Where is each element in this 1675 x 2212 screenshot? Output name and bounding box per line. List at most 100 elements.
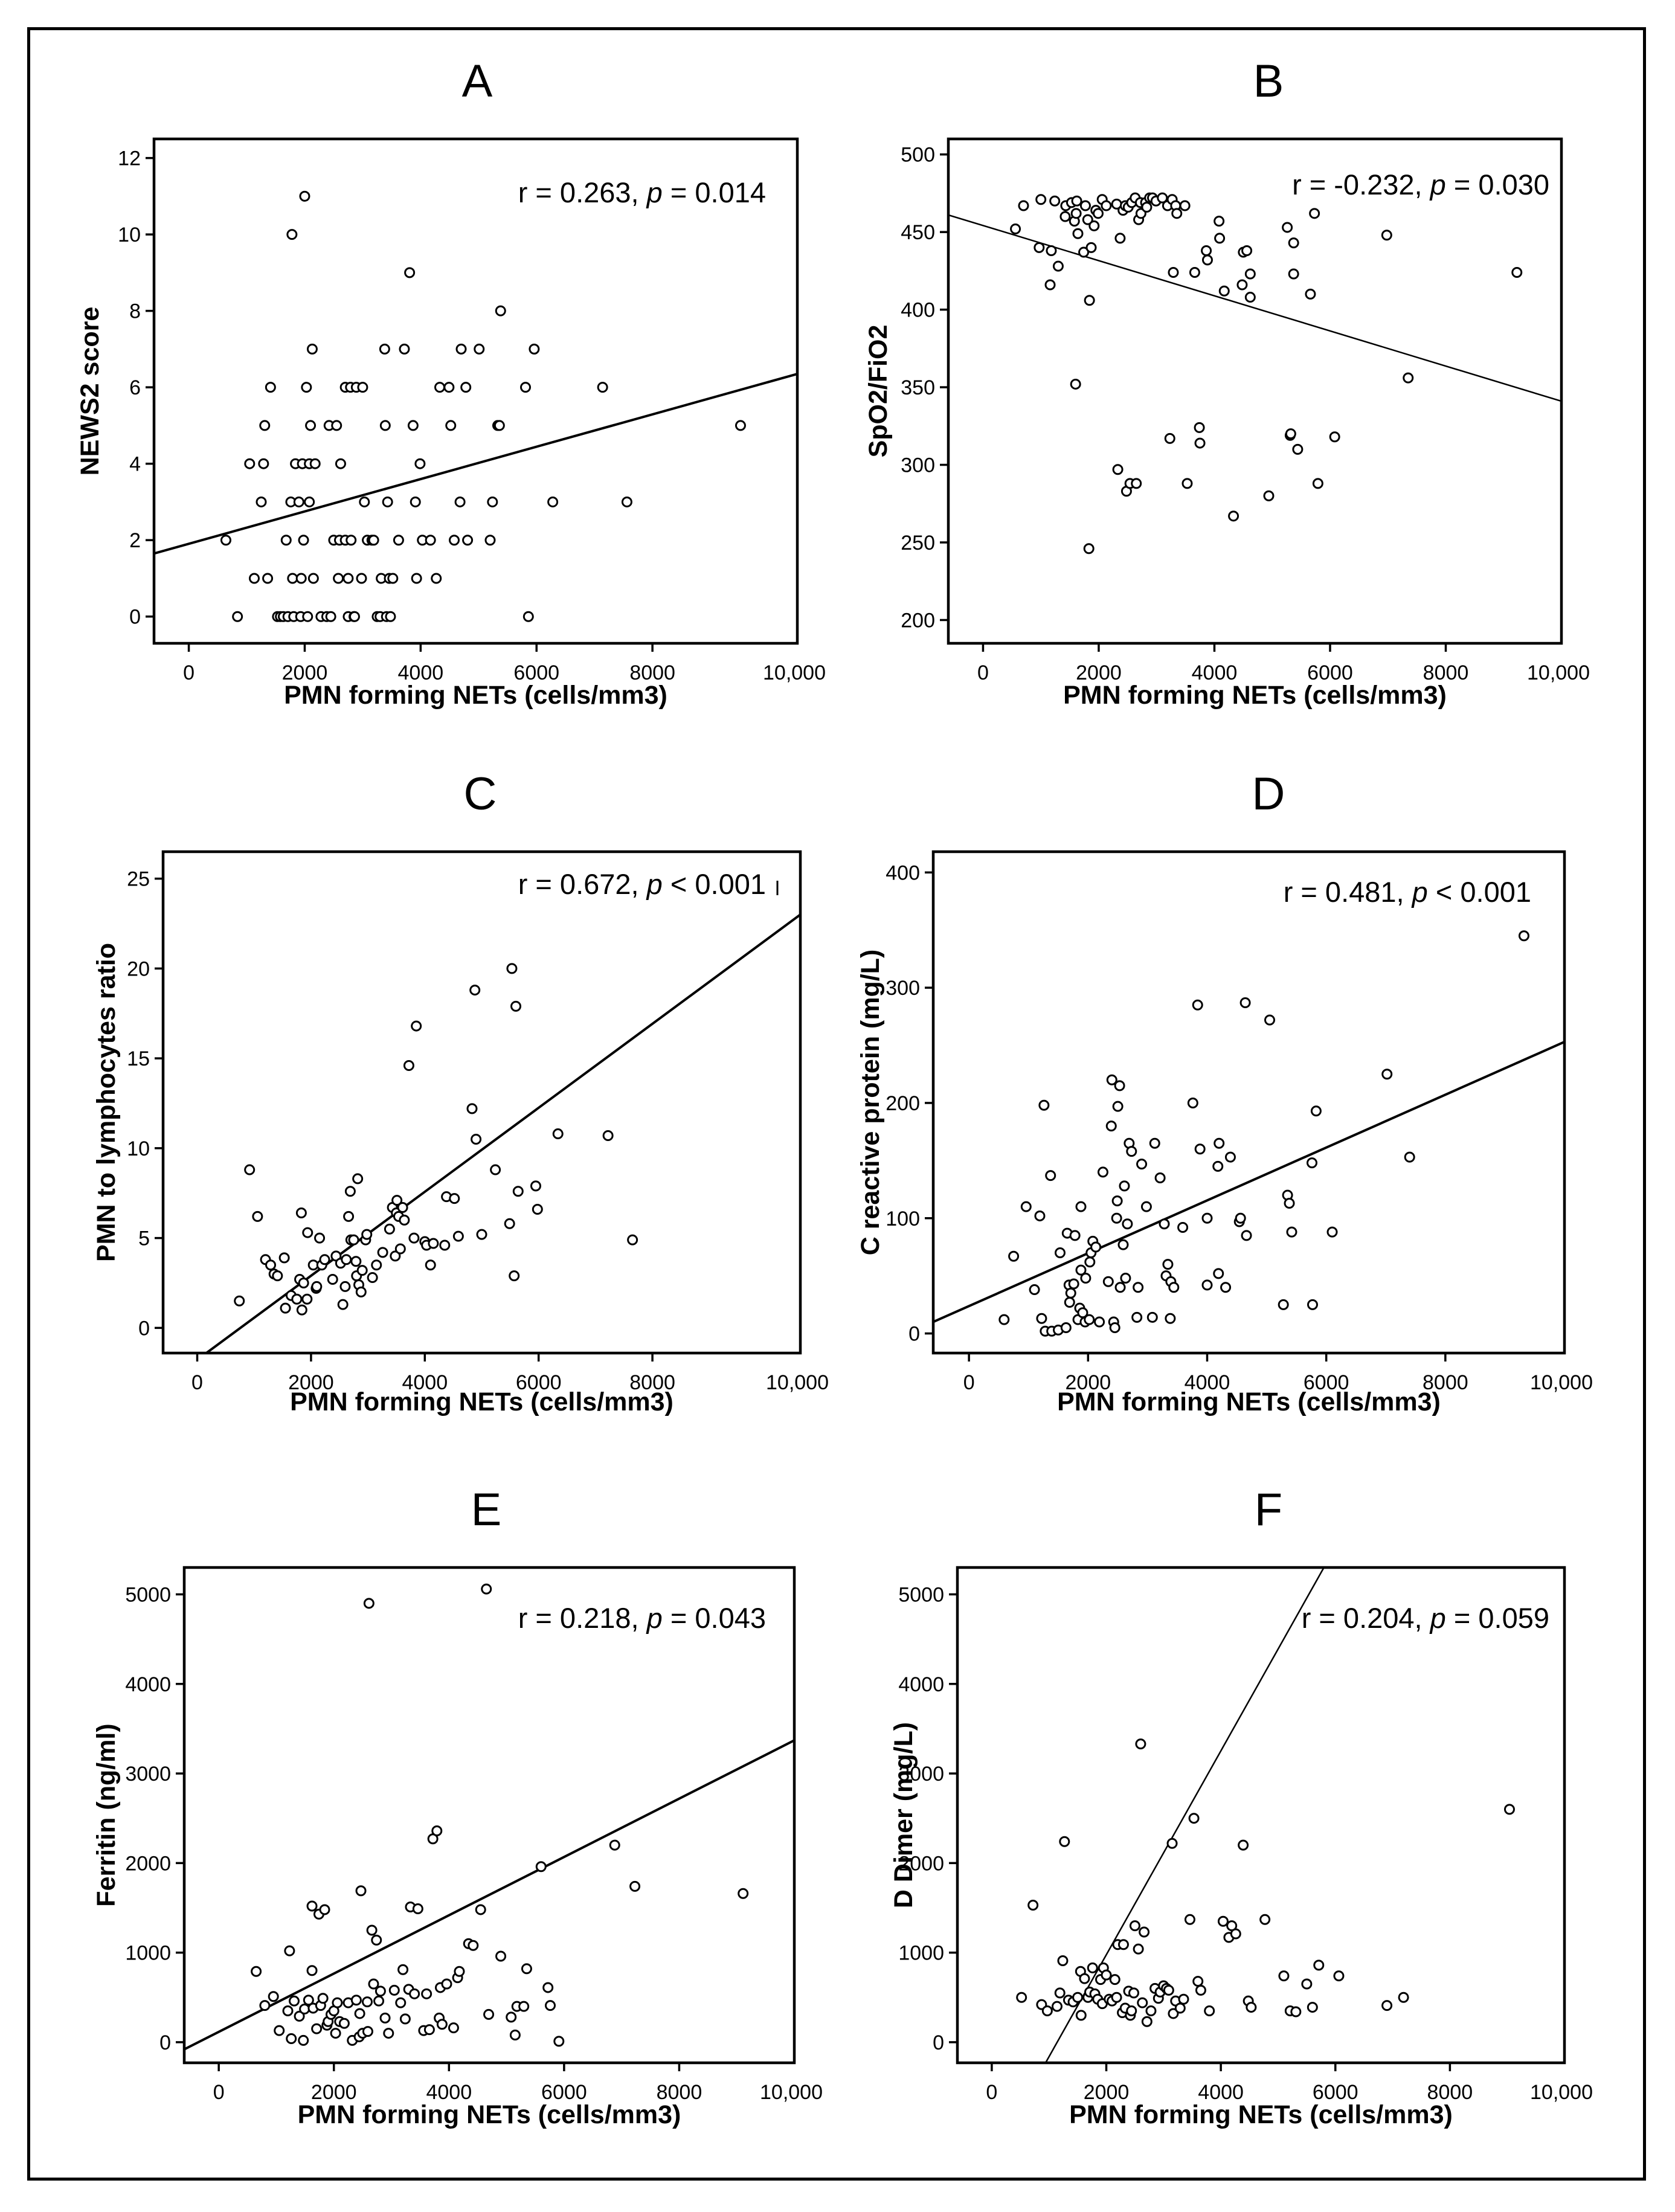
y-tick-label: 0	[159, 2031, 171, 2054]
data-point	[399, 343, 410, 355]
data-point	[252, 1210, 263, 1222]
data-point	[431, 1825, 443, 1836]
data-point	[1214, 1137, 1225, 1149]
panel-letter: A	[462, 56, 493, 107]
data-point	[1109, 1322, 1120, 1334]
y-tick-label: 100	[886, 1207, 920, 1230]
data-point	[1312, 478, 1323, 489]
data-point	[1069, 1230, 1081, 1241]
correlation-stat: r = 0.672, p < 0.001	[518, 868, 766, 900]
data-point	[1503, 1804, 1515, 1815]
y-axis-label: Ferritin (ng/ml)	[92, 1723, 121, 1906]
data-point	[1059, 211, 1071, 222]
data-point	[1259, 1914, 1271, 1925]
data-point	[342, 573, 354, 584]
data-point	[1044, 279, 1056, 291]
data-point	[287, 573, 298, 584]
stat-r: r = 0.204,	[1302, 1602, 1430, 1634]
y-tick-label: 2	[129, 529, 141, 552]
stat-p-symbol: p	[1429, 1602, 1446, 1634]
correlation-stat: r = 0.218, p = 0.043	[518, 1602, 766, 1634]
data-point	[627, 1234, 638, 1246]
data-point	[379, 420, 391, 431]
chart-panel-f: F 0 1000 2000 3000 4000 5000 0 2000 4000 6000 8000 1…	[889, 1484, 1593, 2129]
data-point	[1111, 1195, 1123, 1207]
stat-p-value: = 0.030	[1446, 169, 1549, 201]
y-tick-label: 4	[129, 453, 141, 476]
data-point	[1008, 1250, 1020, 1262]
data-point	[532, 1204, 543, 1215]
x-tick-label: 0	[191, 1371, 203, 1394]
data-point	[1241, 1230, 1252, 1241]
regression-line	[933, 1040, 1564, 1323]
data-point	[397, 1202, 408, 1214]
data-point	[1072, 1992, 1084, 2003]
correlation-stat: r = 0.481, p < 0.001	[1284, 876, 1531, 908]
data-point	[1307, 1299, 1318, 1310]
x-tick-label: 4000	[1198, 2081, 1244, 2104]
data-point	[1188, 1813, 1200, 1824]
data-point	[1154, 1172, 1166, 1183]
data-point	[399, 2013, 411, 2025]
y-tick-label: 500	[901, 144, 935, 167]
data-point	[1239, 997, 1251, 1008]
data-point	[1136, 1159, 1148, 1170]
data-point	[462, 535, 474, 546]
y-axis-label: PMN to lymphocytes ratio	[92, 943, 121, 1262]
data-point	[302, 611, 313, 622]
data-point	[1093, 208, 1104, 219]
data-point	[258, 458, 269, 469]
data-point	[379, 343, 390, 355]
data-point	[397, 1964, 409, 1975]
data-point	[1064, 1297, 1075, 1308]
data-point	[1139, 1926, 1150, 1938]
data-point	[244, 1164, 256, 1175]
x-axis-label: PMN forming NETs (cells/mm3)	[1069, 2100, 1453, 2129]
data-point	[1140, 1201, 1152, 1212]
data-point	[509, 1270, 520, 1282]
data-point	[439, 1239, 451, 1251]
panel-letter: C	[464, 768, 497, 820]
data-point	[1381, 1069, 1393, 1080]
x-tick-label: 4000	[402, 1371, 448, 1394]
x-tick-label: 6000	[516, 1371, 562, 1394]
y-tick-label: 15	[127, 1047, 150, 1070]
data-point	[455, 343, 467, 355]
data-point	[1381, 230, 1392, 241]
data-point	[1307, 2002, 1318, 2013]
data-point	[466, 1103, 478, 1114]
data-point	[1194, 422, 1205, 433]
y-tick-label: 4000	[125, 1673, 171, 1696]
data-point	[1217, 1915, 1229, 1927]
data-point	[495, 305, 506, 317]
data-point	[1038, 1099, 1050, 1111]
data-point	[314, 1232, 326, 1244]
data-point	[1214, 233, 1226, 244]
data-point	[454, 496, 466, 507]
data-point	[441, 1978, 452, 1990]
data-point	[468, 1940, 479, 1951]
data-point	[284, 1945, 295, 1956]
data-point	[1201, 1279, 1213, 1291]
data-point	[449, 535, 460, 546]
data-point	[545, 2000, 556, 2011]
y-axis-label: C reactive protein (mg/L)	[856, 950, 885, 1256]
plot-area	[182, 1566, 796, 2065]
data-point	[1168, 2008, 1179, 2019]
data-point	[368, 535, 379, 546]
data-point	[1264, 1014, 1276, 1026]
y-tick-label: 25	[127, 868, 150, 891]
data-point	[299, 190, 310, 202]
x-axis-label: PMN forming NETs (cells/mm3)	[1063, 681, 1447, 710]
data-point	[1213, 1268, 1224, 1279]
data-point	[1246, 2002, 1257, 2013]
data-point	[341, 1254, 352, 1265]
data-point	[1290, 2006, 1302, 2017]
data-point	[1135, 1738, 1146, 1750]
y-tick-label: 300	[901, 454, 935, 477]
data-point	[306, 1900, 318, 1912]
data-point	[1224, 1151, 1236, 1163]
data-point	[390, 1250, 401, 1262]
data-point	[333, 573, 344, 584]
data-point	[1164, 432, 1175, 444]
